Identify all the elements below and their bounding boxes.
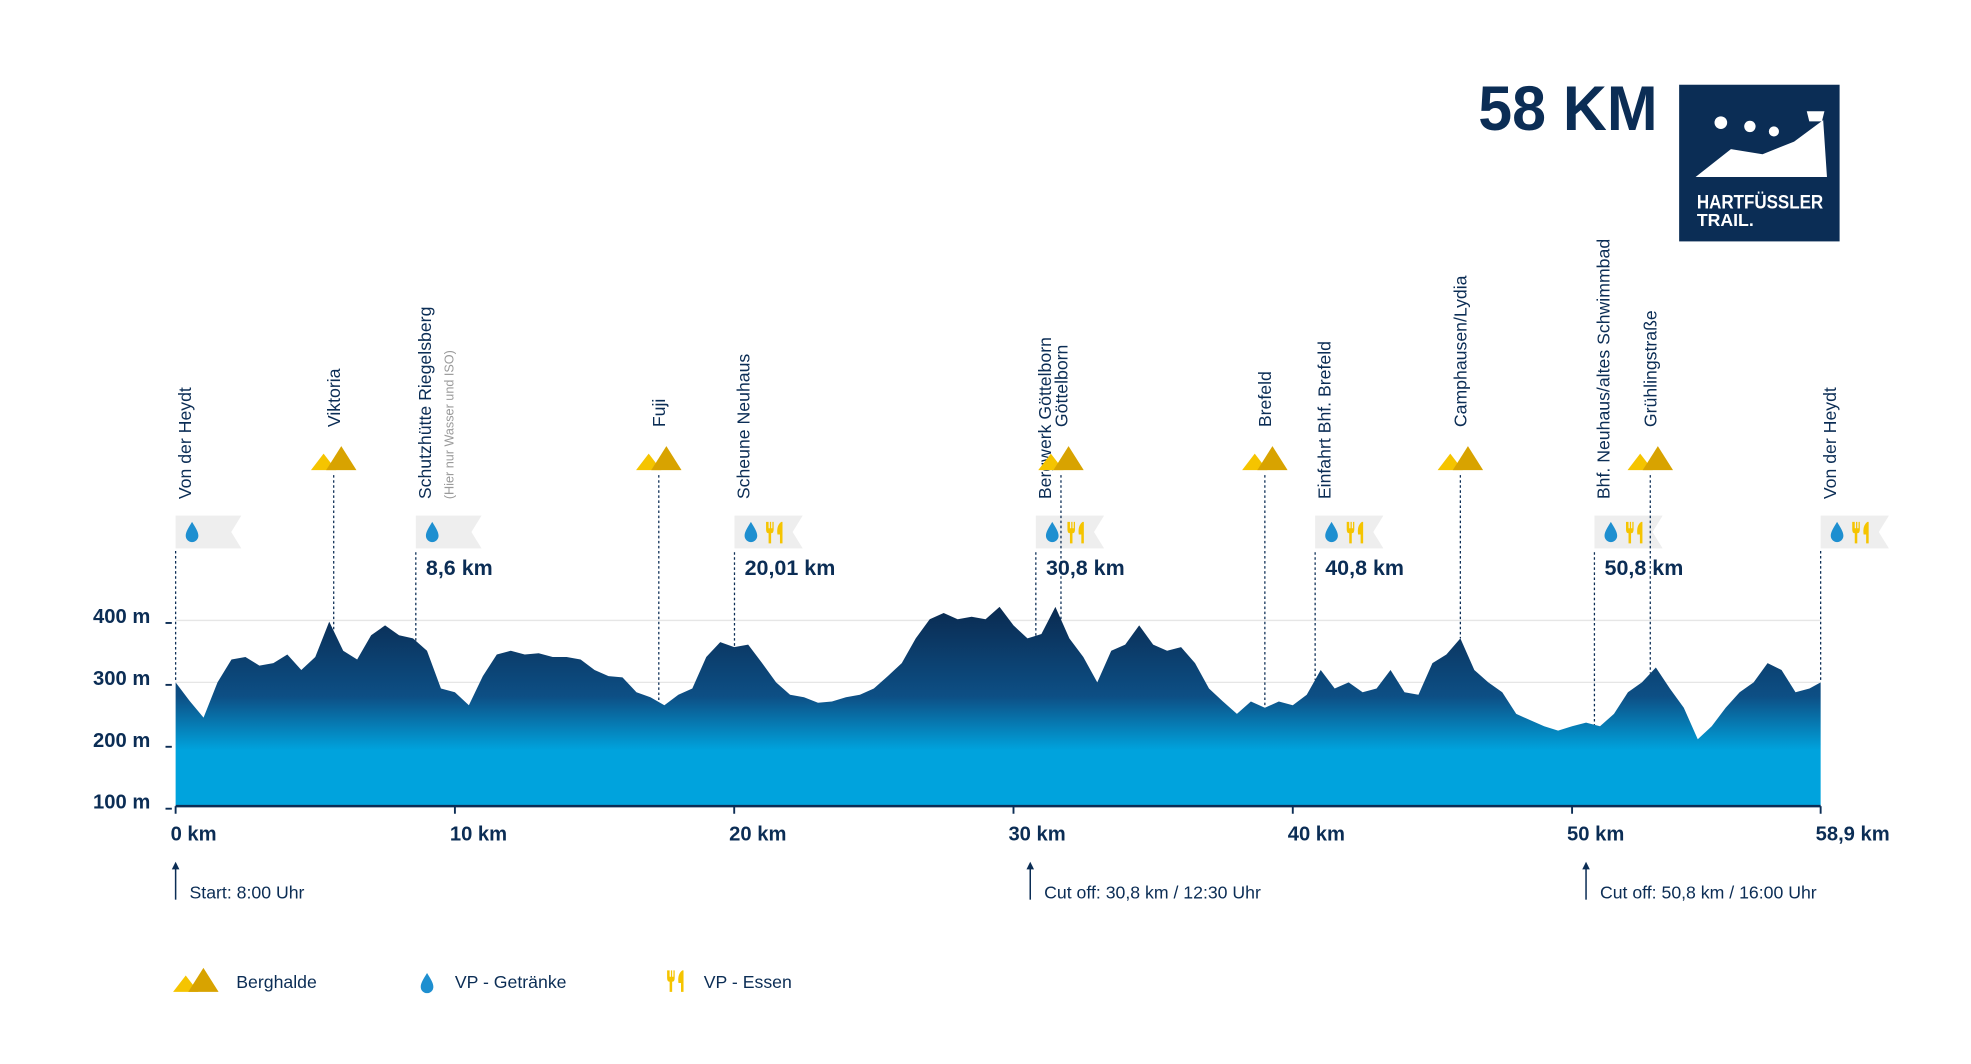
waypoint-label: Von der Heydt (1820, 387, 1840, 499)
vp-flag (415, 515, 482, 549)
waypoint-note: (Hier nur Wasser und ISO) (443, 350, 457, 499)
y-tick-label: 300 m (93, 668, 150, 690)
halde-icon (1452, 446, 1484, 471)
halde-icon (1642, 446, 1674, 471)
drink-icon (185, 521, 199, 543)
logo-runner (1714, 116, 1728, 129)
waypoint-label: Von der Heydt (175, 387, 195, 499)
logo: HARTFÜSSLER TRAIL. (1679, 84, 1840, 242)
x-tick-label: 50 km (1567, 823, 1624, 845)
logo-text: HARTFÜSSLER (1697, 193, 1824, 214)
waypoint: Scheune Neuhaus 20,01 km (734, 354, 836, 648)
y-tick-label: 100 m (93, 792, 150, 814)
waypoint: Bhf. Neuhaus/altes Schwimmbad 50,8 km (1594, 239, 1684, 725)
plot: 100 m 200 m 300 m 400 m 0 km 10 km 20 km 30 km 4… (93, 239, 1890, 994)
waypoint-label: Grühlingstraße (1641, 310, 1661, 427)
waypoint-label: Brefeld (1255, 371, 1275, 427)
waypoint: Grühlingstraße (1627, 310, 1674, 674)
x-tick-label: 10 km (450, 823, 507, 845)
logo-tower (1806, 111, 1825, 122)
x-tick-label: 0 km (171, 823, 217, 845)
halde-icon (326, 446, 357, 471)
title: 58 KM (1478, 74, 1657, 144)
waypoint-label: Scheune Neuhaus (734, 354, 754, 500)
logo-runner (1768, 126, 1779, 137)
food-icon (1852, 521, 1860, 544)
annotation-arrowhead (171, 861, 180, 870)
drink-icon (425, 521, 439, 543)
logo-hill (1695, 120, 1827, 177)
waypoint: Göttelborn (1038, 345, 1084, 620)
waypoint: Von der Heydt (1820, 387, 1889, 683)
x-tick-label: 30 km (1008, 823, 1065, 845)
waypoint: Einfahrt Bhf. Brefeld 40,8 km (1314, 341, 1404, 680)
legend-item: VP - Essen (667, 970, 792, 992)
waypoint-label: Schutzhütte Riegelsberg (415, 307, 435, 500)
food-icon (667, 970, 675, 992)
annotation: Cut off: 30,8 km / 12:30 Uhr (1044, 882, 1261, 902)
legend-label: VP - Getränke (455, 972, 567, 992)
waypoint: Viktoria (310, 368, 357, 631)
food-icon (1637, 521, 1643, 544)
food-icon (1626, 521, 1634, 544)
food-icon (1078, 521, 1084, 544)
waypoint: Von der Heydt (175, 387, 242, 683)
waypoint-label: Fuji (649, 399, 669, 427)
waypoint-label: Viktoria (324, 368, 344, 427)
annotation: Start: 8:00 Uhr (190, 882, 305, 902)
food-icon (777, 521, 783, 544)
x-tick-label: 20 km (729, 823, 786, 845)
vp-flag (175, 515, 242, 549)
legend-item: Berghalde (173, 967, 317, 992)
annotation-arrowhead (1026, 861, 1035, 870)
halde-icon (188, 967, 219, 992)
vp-distance: 8,6 km (426, 556, 493, 580)
legend-label: VP - Essen (704, 972, 792, 992)
annotation-arrowhead (1582, 861, 1590, 870)
waypoint-label: Bhf. Neuhaus/altes Schwimmbad (1594, 239, 1614, 499)
x-tick-label: 58,9 km (1816, 823, 1890, 845)
vp-distance: 30,8 km (1046, 556, 1125, 580)
vp-distance: 40,8 km (1325, 556, 1404, 580)
waypoint: Fuji (636, 399, 682, 703)
y-tick-label: 400 m (93, 606, 150, 628)
food-icon (766, 521, 774, 544)
food-icon (678, 970, 684, 992)
waypoint: Schutzhütte Riegelsberg (Hier nur Wasser … (415, 307, 493, 641)
waypoint-label: Camphausen/Lydia (1451, 275, 1471, 427)
waypoint-label: Einfahrt Bhf. Brefeld (1314, 341, 1334, 499)
waypoint-label: Göttelborn (1051, 345, 1071, 428)
annotation: Cut off: 50,8 km / 16:00 Uhr (1600, 882, 1817, 902)
drink-icon (1325, 521, 1338, 543)
drink-icon (1604, 521, 1618, 543)
y-tick-label: 200 m (93, 730, 150, 752)
food-icon (1863, 521, 1869, 544)
halde-icon (651, 446, 682, 471)
elevation-area (175, 606, 1821, 807)
waypoint: Brefeld (1242, 371, 1288, 708)
halde-icon (1257, 446, 1288, 471)
vp-distance: 20,01 km (745, 556, 836, 580)
drink-icon (420, 972, 434, 994)
drink-icon (744, 521, 758, 543)
legend-label: Berghalde (236, 972, 317, 992)
legend-item: VP - Getränke (420, 972, 567, 994)
vp-distance: 50,8 km (1605, 556, 1684, 580)
drink-icon (1830, 521, 1844, 543)
logo-text: TRAIL. (1697, 210, 1754, 230)
food-icon (1067, 521, 1076, 544)
food-icon (1357, 521, 1364, 544)
x-tick-label: 40 km (1288, 823, 1345, 845)
waypoint: Camphausen/Lydia (1437, 275, 1484, 639)
halde-icon (1053, 446, 1084, 471)
drink-icon (1045, 521, 1059, 543)
logo-runner (1744, 120, 1756, 133)
food-icon (1346, 521, 1355, 544)
